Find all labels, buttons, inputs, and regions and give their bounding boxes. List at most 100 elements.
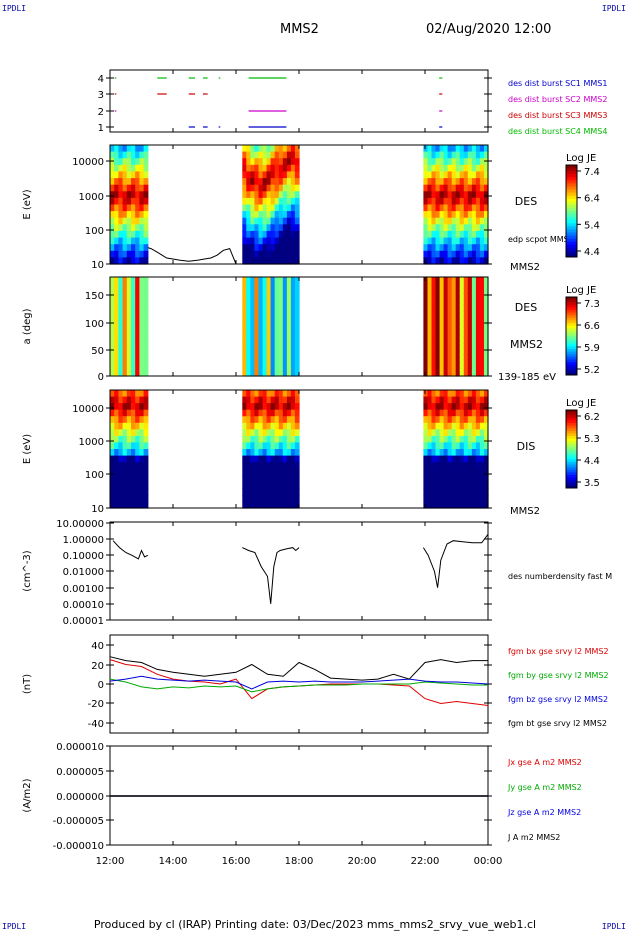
heatmap-cell bbox=[479, 277, 485, 284]
heatmap-cell bbox=[270, 158, 276, 166]
heatmap-cell bbox=[467, 462, 473, 470]
heatmap-cell bbox=[455, 299, 461, 306]
heatmap-cell bbox=[258, 257, 264, 265]
heatmap-cell bbox=[475, 435, 481, 444]
heatmap-cell bbox=[122, 197, 128, 206]
heatmap-cell bbox=[475, 293, 481, 300]
heatmap-cell bbox=[439, 365, 445, 372]
heatmap-cell bbox=[286, 455, 292, 463]
heatmap-cell bbox=[435, 171, 441, 179]
heatmap-cell bbox=[143, 455, 149, 463]
heatmap-cell bbox=[118, 326, 124, 333]
heatmap-cell bbox=[118, 304, 124, 311]
colorbar-cell bbox=[566, 304, 577, 308]
heatmap-cell bbox=[290, 416, 296, 424]
heatmap-cell bbox=[139, 409, 145, 417]
heatmap-cell bbox=[262, 390, 268, 398]
heatmap-cell bbox=[443, 332, 449, 339]
heatmap-cell bbox=[278, 310, 284, 317]
heatmap-cell bbox=[282, 409, 288, 417]
heatmap-cell bbox=[278, 204, 284, 212]
heatmap-cell bbox=[286, 337, 292, 344]
y-tick-label: 4 bbox=[98, 74, 104, 85]
heatmap-cell bbox=[484, 332, 489, 339]
heatmap-cell bbox=[250, 403, 256, 411]
heatmap-cell bbox=[254, 237, 260, 245]
heatmap-cell bbox=[110, 288, 115, 295]
heatmap-cell bbox=[467, 359, 473, 366]
heatmap-cell bbox=[439, 191, 445, 199]
heatmap-cell bbox=[455, 455, 461, 463]
heatmap-cell bbox=[126, 299, 132, 306]
heatmap-cell bbox=[258, 390, 264, 398]
heatmap-cell bbox=[262, 237, 268, 245]
heatmap-cell bbox=[286, 164, 292, 172]
heatmap-cell bbox=[467, 390, 473, 398]
heatmap-cell bbox=[143, 178, 149, 186]
heatmap-cell bbox=[126, 158, 132, 166]
heatmap-cell bbox=[286, 370, 292, 377]
heatmap-cell bbox=[484, 184, 489, 192]
heatmap-cell bbox=[286, 403, 292, 411]
heatmap-cell bbox=[471, 257, 477, 265]
heatmap-cell bbox=[270, 224, 276, 232]
heatmap-cell bbox=[431, 171, 437, 179]
heatmap-cell bbox=[110, 370, 115, 377]
heatmap-cell bbox=[139, 337, 145, 344]
heatmap-cell bbox=[286, 442, 292, 450]
heatmap-cell bbox=[471, 462, 477, 470]
heatmap-cell bbox=[278, 442, 284, 450]
heatmap-cell bbox=[118, 230, 124, 239]
datetime-title: 02/Aug/2020 12:00 bbox=[426, 22, 552, 37]
heatmap-cell bbox=[427, 299, 433, 306]
y-tick-label: 20 bbox=[91, 661, 104, 672]
heatmap-cell bbox=[262, 409, 268, 417]
heatmap-cell bbox=[126, 288, 132, 295]
heatmap-cell bbox=[282, 354, 288, 361]
heatmap-cell bbox=[431, 365, 437, 372]
heatmap-cell bbox=[122, 416, 128, 424]
heatmap-cell bbox=[278, 211, 284, 219]
heatmap-cell bbox=[246, 468, 251, 476]
heatmap-cell bbox=[110, 409, 115, 417]
heatmap-cell bbox=[246, 348, 251, 355]
heatmap-cell bbox=[114, 288, 119, 295]
heatmap-cell bbox=[126, 171, 132, 179]
heatmap-cell bbox=[118, 494, 124, 503]
heatmap-cell bbox=[479, 304, 485, 311]
heatmap-cell bbox=[447, 370, 453, 377]
heatmap-cell bbox=[427, 354, 433, 361]
heatmap-cell bbox=[282, 178, 288, 186]
heatmap-cell bbox=[274, 230, 280, 239]
heatmap-cell bbox=[274, 151, 280, 159]
heatmap-cell bbox=[143, 184, 149, 192]
heatmap-cell bbox=[479, 310, 485, 317]
heatmap-cell bbox=[294, 337, 300, 344]
heatmap-cell bbox=[266, 326, 272, 333]
heatmap-cell bbox=[139, 501, 145, 509]
heatmap-cell bbox=[294, 365, 300, 372]
heatmap-cell bbox=[423, 455, 428, 463]
heatmap-cell bbox=[439, 244, 445, 252]
heatmap-cell bbox=[242, 237, 247, 245]
heatmap-cell bbox=[250, 449, 256, 457]
heatmap-cell bbox=[427, 409, 433, 417]
heatmap-cell bbox=[431, 354, 437, 361]
heatmap-cell bbox=[463, 409, 469, 417]
heatmap-cell bbox=[250, 151, 256, 159]
heatmap-cell bbox=[122, 244, 128, 252]
heatmap-cell bbox=[443, 145, 449, 153]
heatmap-cell bbox=[278, 315, 284, 322]
colorbar-cell bbox=[566, 446, 577, 450]
heatmap-cell bbox=[423, 164, 428, 172]
heatmap-cell bbox=[254, 403, 260, 411]
y-tick-label: 0.000005 bbox=[56, 767, 104, 778]
heatmap-cell bbox=[467, 171, 473, 179]
heatmap-cell bbox=[131, 337, 136, 344]
heatmap-cell bbox=[114, 230, 119, 239]
heatmap-cell bbox=[286, 197, 292, 206]
y-tick-label: 0.00001 bbox=[63, 616, 104, 627]
heatmap-cell bbox=[463, 293, 469, 300]
colorbar-cell bbox=[566, 226, 577, 230]
heatmap-cell bbox=[435, 217, 441, 225]
